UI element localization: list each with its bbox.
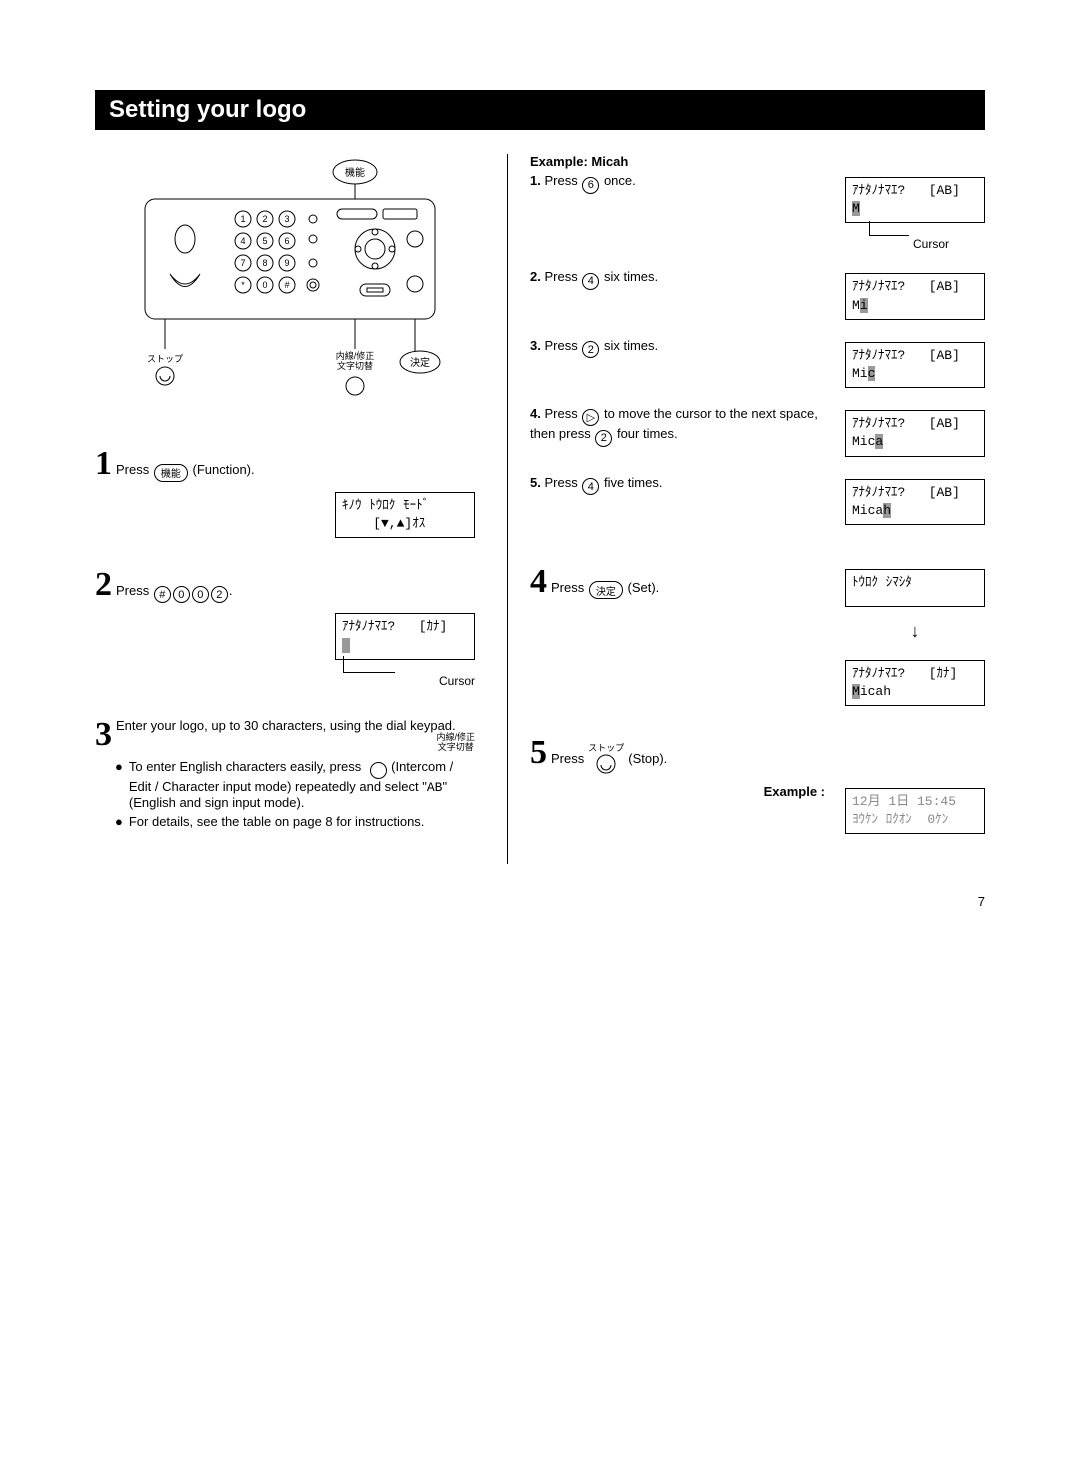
step4-pre: Press	[551, 580, 584, 595]
ex2-pre: Press	[544, 269, 577, 284]
step1-num: 1	[95, 447, 112, 481]
func-label-svg: 機能	[345, 166, 365, 179]
ex5-num: 5.	[530, 475, 541, 490]
svg-text:6: 6	[284, 236, 289, 246]
page-number: 7	[95, 894, 985, 909]
four-key-icon: 4	[582, 478, 599, 495]
right-column: Example: Micah 1. Press 6 once. ｱﾅﾀﾉﾅﾏｴ?…	[520, 154, 985, 864]
svg-text:文字切替: 文字切替	[337, 360, 373, 371]
ex3-post: six times.	[604, 338, 658, 353]
ex4-lcd: ｱﾅﾀﾉﾅﾏｴ? [AB]Mica	[845, 410, 985, 456]
step2-num: 2	[95, 568, 112, 602]
example-header: Example: Micah	[530, 154, 985, 169]
ex3-num: 3.	[530, 338, 541, 353]
example-step-3: 3. Press 2 six times. ｱﾅﾀﾉﾅﾏｴ? [AB]Mic	[530, 338, 985, 388]
svg-text:ストップ: ストップ	[147, 354, 183, 364]
step-4: 4 Press 決定 (Set). ﾄｳﾛｸ ｼﾏｼﾀ ↓ ｱﾅﾀﾉﾅﾏｴ? […	[530, 565, 985, 706]
svg-text:3: 3	[284, 214, 289, 224]
step1-post: (Function).	[192, 462, 254, 477]
example-step-5: 5. Press 4 five times. ｱﾅﾀﾉﾅﾏｴ? [AB]Mica…	[530, 475, 985, 525]
ex5-lcd: ｱﾅﾀﾉﾅﾏｴ? [AB]Micah	[845, 479, 985, 525]
zero-key-icon: 0	[173, 586, 190, 603]
left-column: 機能 1 2 3 4 5 6 7 8 9 *	[95, 154, 495, 864]
step2-pre: Press	[116, 583, 149, 598]
ex3-pre: Press	[544, 338, 577, 353]
device-diagram: 機能 1 2 3 4 5 6 7 8 9 *	[115, 154, 455, 417]
ex2-post: six times.	[604, 269, 658, 284]
svg-text:8: 8	[262, 258, 267, 268]
step4-lcd1: ﾄｳﾛｸ ｼﾏｼﾀ	[845, 569, 985, 607]
step1-lcd: ｷﾉｳ ﾄｳﾛｸ ﾓｰﾄﾞ [▼,▲]ｵｽ	[335, 492, 475, 538]
svg-text:*: *	[241, 280, 245, 290]
cursor-label: Cursor	[379, 674, 475, 688]
step5-pre: Press	[551, 751, 584, 766]
two-key-icon: 2	[582, 341, 599, 358]
ex1-pre: Press	[544, 173, 577, 188]
example-step-1: 1. Press 6 once. ｱﾅﾀﾉﾅﾏｴ? [AB]M Cursor	[530, 173, 985, 251]
svg-text:1: 1	[240, 214, 245, 224]
ex1-post: once.	[604, 173, 636, 188]
right-arrow-key-icon: ▷	[582, 409, 599, 426]
page-title: Setting your logo	[95, 90, 985, 130]
step-1: 1 Press 機能 (Function). ｷﾉｳ ﾄｳﾛｸ ﾓｰﾄﾞ [▼,…	[95, 447, 475, 538]
svg-text:決定: 決定	[410, 356, 430, 369]
step4-num: 4	[530, 565, 547, 599]
column-divider	[507, 154, 508, 864]
ex5-pre: Press	[544, 475, 577, 490]
ex3-lcd: ｱﾅﾀﾉﾅﾏｴ? [AB]Mic	[845, 342, 985, 388]
stop-label: ストップ	[588, 744, 624, 754]
svg-text:4: 4	[240, 236, 245, 246]
step-2: 2 Press #002. ｱﾅﾀﾉﾅﾏｴ? [ｶﾅ] Cursor	[95, 568, 475, 688]
svg-text:2: 2	[262, 214, 267, 224]
svg-text:9: 9	[284, 258, 289, 268]
svg-text:7: 7	[240, 258, 245, 268]
six-key-icon: 6	[582, 177, 599, 194]
ex5-post: five times.	[604, 475, 663, 490]
ex2-lcd: ｱﾅﾀﾉﾅﾏｴ? [AB]Mi	[845, 273, 985, 319]
bullet-2: ● For details, see the table on page 8 f…	[115, 814, 475, 829]
edit-key-icon	[370, 762, 387, 779]
step4-post: (Set).	[627, 580, 659, 595]
content-columns: 機能 1 2 3 4 5 6 7 8 9 *	[95, 154, 985, 864]
step4-lcd2: ｱﾅﾀﾉﾅﾏｴ? [ｶﾅ]Micah	[845, 660, 985, 706]
example-step-2: 2. Press 4 six times. ｱﾅﾀﾉﾅﾏｴ? [AB]Mi	[530, 269, 985, 319]
ex1-lcd: ｱﾅﾀﾉﾅﾏｴ? [AB]M	[845, 177, 985, 223]
ex1-cursor: Cursor	[845, 237, 949, 251]
four-key-icon: 4	[582, 273, 599, 290]
step2-post: .	[229, 583, 233, 598]
ex4-post: four times.	[617, 426, 678, 441]
stop-key-icon	[596, 754, 616, 774]
example-label: Example :	[764, 784, 825, 799]
down-arrow-icon: ↓	[845, 621, 985, 642]
function-key-icon: 機能	[154, 464, 188, 482]
set-key-icon: 決定	[589, 581, 623, 599]
svg-text:内線/修正: 内線/修正	[336, 350, 375, 361]
hash-key-icon: #	[154, 586, 171, 603]
step3-num: 3	[95, 718, 112, 752]
example-step-4: 4. Press ▷ to move the cursor to the nex…	[530, 406, 985, 456]
svg-text:5: 5	[262, 236, 267, 246]
edit-label2: 文字切替	[438, 743, 474, 753]
zero-key-icon: 0	[192, 586, 209, 603]
ex4-num: 4.	[530, 406, 541, 421]
ex1-num: 1.	[530, 173, 541, 188]
ex2-num: 2.	[530, 269, 541, 284]
svg-text:#: #	[284, 280, 289, 290]
two-key-icon: 2	[595, 430, 612, 447]
step5-lcd: 12月 1日 15:45 ﾖｳｹﾝ ﾛｸｵﾝ 0ｹﾝ	[845, 788, 985, 834]
step1-pre: Press	[116, 462, 149, 477]
step2-lcd: ｱﾅﾀﾉﾅﾏｴ? [ｶﾅ]	[335, 613, 475, 659]
step5-num: 5	[530, 736, 547, 770]
two-key-icon: 2	[211, 586, 228, 603]
bullet-1: ● To enter English characters easily, pr…	[115, 759, 475, 811]
svg-text:0: 0	[262, 280, 267, 290]
step3-line: Enter your logo, up to 30 characters, us…	[116, 718, 456, 733]
ex4-pre: Press	[544, 406, 577, 421]
step-5: 5 Press ストップ (Stop). Example : 12月 1日 15…	[530, 736, 985, 834]
step-3: 3 Enter your logo, up to 30 characters, …	[95, 718, 475, 829]
step5-post: (Stop).	[628, 751, 667, 766]
